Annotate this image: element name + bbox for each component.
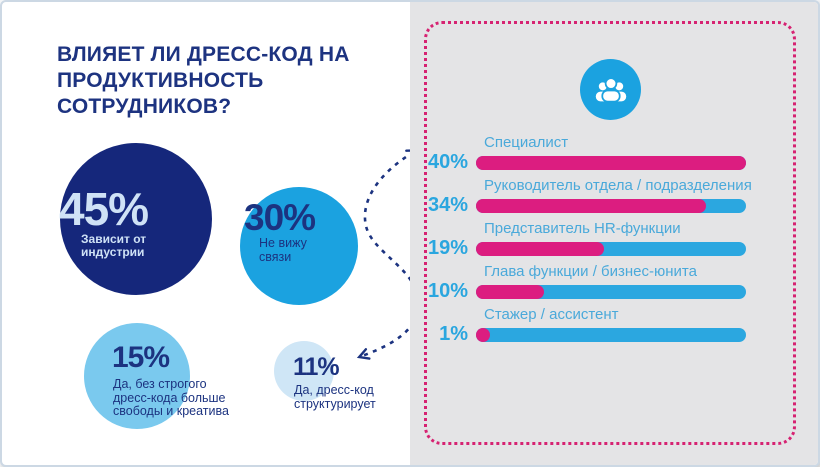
role-row-intern-assistant: Стажер / ассистент 1%	[410, 306, 818, 349]
title-line-1: ВЛИЯЕТ ЛИ ДРЕСС-КОД НА	[57, 43, 350, 66]
bar-fill	[476, 241, 605, 256]
bubble-15-percent	[84, 323, 190, 429]
bar-fill	[476, 155, 746, 170]
role-value: 10%	[427, 280, 468, 302]
role-value: 34%	[427, 194, 468, 216]
role-row-function-head: Глава функции / бизнес-юнита 10%	[410, 263, 818, 306]
page-title: ВЛИЯЕТ ЛИ ДРЕСС-КОД НА ПРОДУКТИВНОСТЬ СО…	[57, 42, 407, 120]
bar-track	[476, 327, 746, 342]
title-line-2: ПРОДУКТИВНОСТЬ СОТРУДНИКОВ?	[57, 69, 264, 118]
role-label: Стажер / ассистент	[484, 306, 619, 323]
bubble-15-label: Да, без строгого дресс-кода больше свобо…	[113, 377, 229, 418]
role-label: Руководитель отдела / подразделения	[484, 177, 752, 194]
role-bar-list: Специалист 40% Руководитель отдела / под…	[410, 134, 818, 349]
dotted-pink-frame	[424, 21, 796, 445]
dashed-s-arrow	[356, 149, 420, 360]
bar-fill	[476, 327, 490, 342]
people-group-icon	[580, 59, 641, 120]
bubble-15-value: 15%	[112, 341, 170, 374]
role-row-hr-representative: Представитель HR-функции 19%	[410, 220, 818, 263]
role-label: Специалист	[484, 134, 569, 151]
bar-track	[476, 284, 746, 299]
bubble-11-value: 11%	[293, 353, 340, 381]
bar-track	[476, 198, 746, 213]
bubble-11-percent	[274, 341, 334, 401]
bar-fill	[476, 198, 706, 213]
bubble-30-label: Не вижу связи	[259, 236, 307, 264]
bar-fill	[476, 284, 544, 299]
bubble-11-label: Да, дресс-код структурирует	[294, 383, 376, 411]
bar-track	[476, 241, 746, 256]
role-value: 1%	[439, 323, 468, 345]
bubble-45-label: Зависит от индустрии	[81, 232, 147, 259]
bubble-30-percent	[240, 187, 358, 305]
role-value: 40%	[427, 151, 468, 173]
bubble-45-percent	[60, 143, 212, 295]
bubble-30-value: 30%	[244, 197, 316, 238]
people-group-glyph	[595, 76, 626, 102]
bar-track	[476, 155, 746, 170]
role-row-department-head: Руководитель отдела / подразделения 34%	[410, 177, 818, 220]
bubble-45-value: 45%	[59, 183, 149, 235]
role-label: Глава функции / бизнес-юнита	[484, 263, 697, 280]
roles-panel: Специалист 40% Руководитель отдела / под…	[410, 2, 818, 465]
role-label: Представитель HR-функции	[484, 220, 681, 237]
dashed-arrow-path	[356, 149, 420, 360]
role-value: 19%	[427, 237, 468, 259]
role-row-specialist: Специалист 40%	[410, 134, 818, 177]
